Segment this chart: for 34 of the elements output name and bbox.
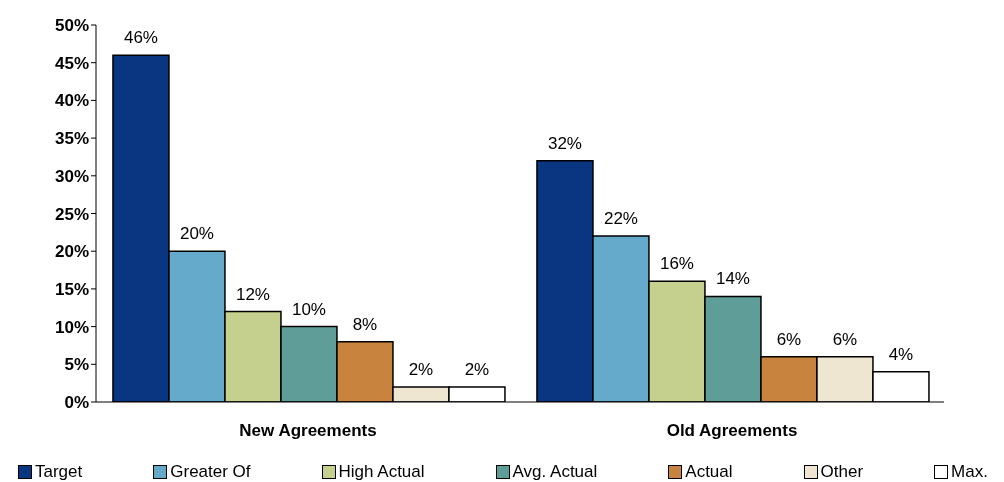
data-label: 6%	[832, 329, 858, 349]
legend-label: Actual	[685, 462, 733, 482]
data-label: 20%	[179, 224, 214, 244]
y-tick-label: 25%	[54, 204, 89, 224]
data-label: 2%	[464, 359, 490, 379]
y-tick-label: 40%	[54, 91, 89, 111]
data-label: 22%	[603, 209, 638, 229]
legend-label: Max.	[951, 462, 988, 482]
y-tick-label: 10%	[54, 317, 89, 337]
y-tick-label: 15%	[54, 279, 89, 299]
y-tick-label: 0%	[64, 393, 89, 413]
data-label: 32%	[547, 133, 582, 153]
data-label: 10%	[291, 299, 326, 319]
y-tick-label: 50%	[54, 16, 89, 36]
y-tick-label: 30%	[54, 166, 89, 186]
legend-label: Greater Of	[170, 462, 251, 482]
y-tick-label: 20%	[54, 242, 89, 262]
data-label: 16%	[659, 254, 694, 274]
y-tick-label: 5%	[64, 355, 89, 375]
data-label: 12%	[235, 284, 270, 304]
data-label: 6%	[776, 329, 802, 349]
legend-label: Avg. Actual	[512, 462, 598, 482]
legend-label: Other	[820, 462, 864, 482]
legend-label: High Actual	[338, 462, 425, 482]
x-tick-label: Old Agreements	[666, 421, 798, 441]
data-label: 46%	[123, 28, 158, 48]
data-label: 2%	[408, 359, 434, 379]
data-label: 4%	[888, 344, 914, 364]
data-label: 8%	[352, 314, 378, 334]
y-tick-label: 35%	[54, 129, 89, 149]
x-tick-label: New Agreements	[239, 421, 377, 441]
legend-label: Target	[35, 462, 83, 482]
y-tick-label: 45%	[54, 53, 89, 73]
data-label: 14%	[715, 269, 750, 289]
